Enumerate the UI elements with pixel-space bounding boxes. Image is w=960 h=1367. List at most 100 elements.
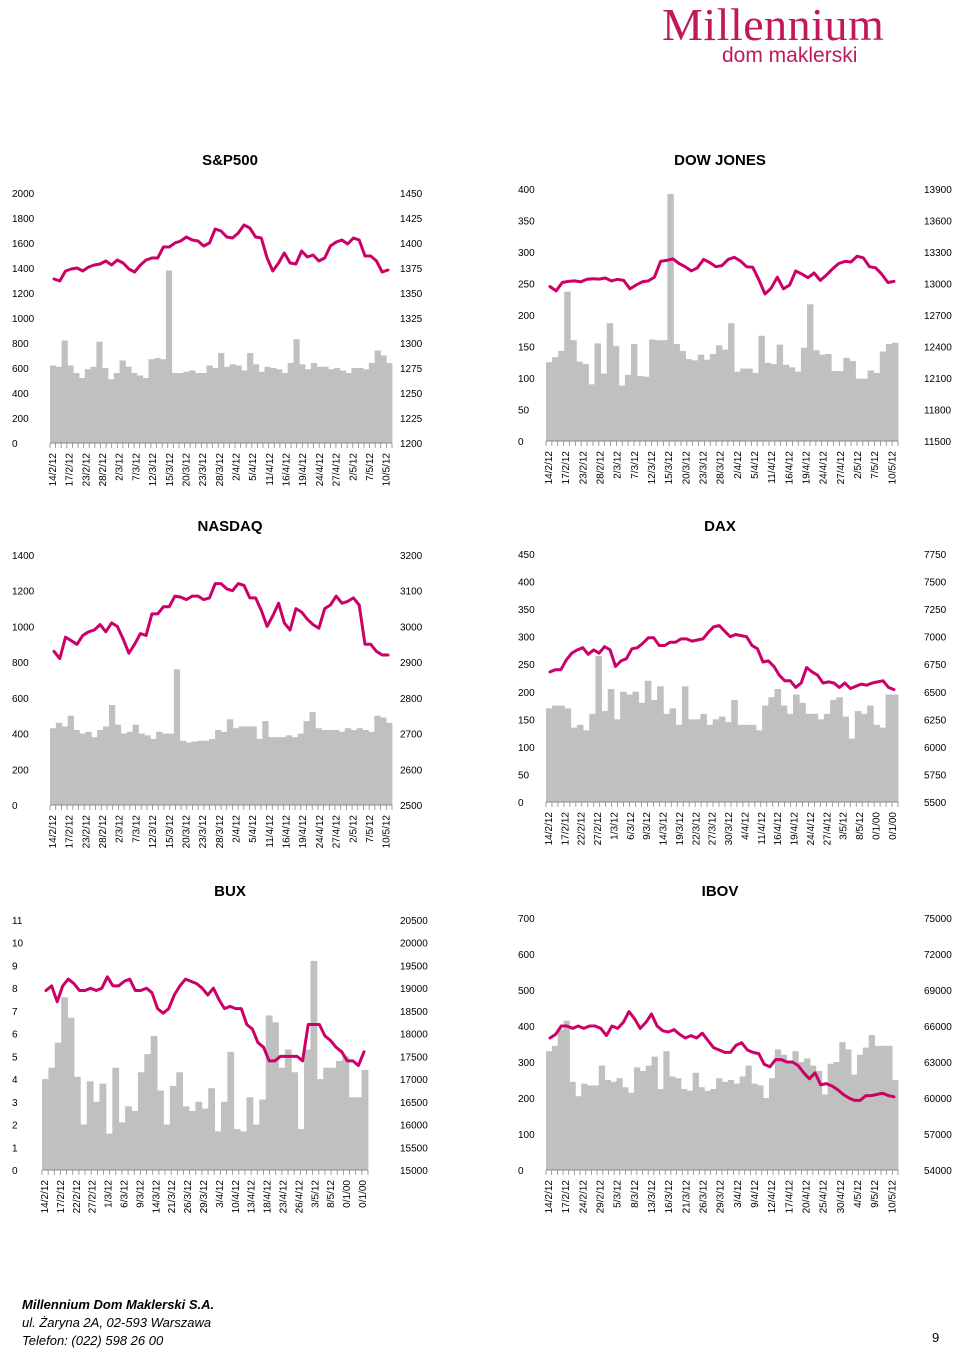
ibov-bar [604, 1080, 611, 1170]
s-p500-line-series [52, 223, 390, 283]
bux-bar [201, 1108, 209, 1170]
s-p500-x-label: 17/2/12 [65, 453, 76, 487]
bux-right-tick: 16500 [400, 1098, 428, 1109]
ibov-line-series [548, 1010, 896, 1102]
ibov-bar [587, 1085, 594, 1170]
ibov-bar [722, 1081, 729, 1170]
dax-bar [688, 719, 695, 802]
dax-x-label: 30/3/12 [724, 812, 735, 846]
ibov-chart-title: IBOV [701, 883, 739, 900]
nasdaq-bar [285, 735, 293, 805]
ibov-bar [546, 1051, 553, 1170]
bux-left-tick: 3 [12, 1098, 18, 1109]
dax-right-tick: 7000 [924, 633, 947, 644]
bux-bar [80, 1124, 88, 1170]
bux-right-tick: 17000 [400, 1075, 428, 1086]
dow-jones-bar [588, 384, 595, 441]
dow-jones-bar [837, 371, 844, 441]
nasdaq-left-tick: 1400 [12, 551, 35, 562]
bux-bar [297, 1129, 305, 1170]
dax-bar [891, 694, 899, 802]
nasdaq-bar [350, 730, 358, 805]
bux-bar [227, 1051, 235, 1170]
dax-bar [570, 727, 578, 802]
ibov-x-label: 12/4/12 [767, 1180, 778, 1214]
s-p500-bar [61, 340, 68, 443]
ibov-bar [581, 1083, 588, 1170]
nasdaq-bar [97, 730, 104, 805]
bux-x-label: 13/4/12 [247, 1180, 258, 1214]
s-p500-bar [183, 371, 190, 443]
bux-bar [189, 1110, 196, 1170]
ibov-left-tick: 600 [518, 950, 535, 961]
bux-bar [361, 1070, 369, 1170]
dax-left-tick: 400 [518, 578, 535, 589]
dax-bar [755, 730, 763, 802]
nasdaq-right-tick: 3000 [400, 622, 423, 633]
dow-jones-bar [582, 364, 589, 441]
nasdaq-bar [67, 715, 74, 805]
bux-x-label: 10/4/12 [231, 1180, 242, 1214]
nasdaq-left-tick: 0 [12, 801, 18, 812]
s-p500-left-tick: 2000 [12, 189, 35, 200]
dow-jones-bar [843, 357, 850, 441]
nasdaq-right-tick: 2600 [400, 765, 423, 776]
s-p500-x-label: 2/5/12 [348, 453, 359, 481]
dow-jones-bar [715, 345, 723, 441]
s-p500-chart-title: S&P500 [202, 152, 258, 169]
dow-jones-bar [758, 335, 765, 441]
dow-jones-bar [873, 372, 881, 441]
dax-bar [786, 713, 794, 802]
s-p500-right-tick: 1225 [400, 414, 423, 425]
bux-bar [86, 1081, 94, 1170]
dow-jones-right-tick: 12700 [924, 311, 952, 322]
ibov-bar [657, 1089, 664, 1170]
dow-jones-bar [782, 364, 790, 441]
bux-bar [348, 1097, 356, 1170]
dax-bar [650, 700, 658, 802]
ibov-x-label: 21/3/12 [681, 1180, 692, 1214]
dax-bar [780, 705, 788, 802]
dax-bar [613, 719, 621, 802]
bux-bar [291, 1072, 299, 1170]
dow-jones-right-tick: 11800 [924, 406, 952, 417]
dax-bar [768, 697, 775, 802]
dax-bar [589, 713, 596, 802]
dow-jones-x-label: 17/2/12 [561, 451, 572, 485]
bux-x-label: 26/4/12 [294, 1180, 305, 1214]
nasdaq-bar [362, 730, 369, 805]
nasdaq-right-tick: 2900 [400, 658, 423, 669]
ibov-right-tick: 69000 [924, 986, 952, 997]
s-p500-right-tick: 1450 [400, 189, 423, 200]
nasdaq-bar [356, 728, 363, 805]
dow-jones-x-label: 2/3/12 [613, 451, 624, 479]
dax-bar [552, 705, 559, 802]
bux-bar [278, 1067, 286, 1170]
s-p500-bar [107, 379, 115, 443]
brand-logo: Millennium dom maklerski [662, 0, 902, 70]
bux-right-tick: 18000 [400, 1030, 428, 1041]
dax-bar [725, 722, 732, 802]
nasdaq-x-label: 27/4/12 [332, 815, 343, 849]
dax-right-tick: 6250 [924, 715, 947, 726]
s-p500-bar [136, 375, 144, 443]
nasdaq-bar [185, 742, 192, 805]
s-p500-bar [293, 339, 300, 443]
dax-chart-title: DAX [704, 518, 736, 535]
nasdaq-bar [226, 719, 234, 805]
dow-jones-bar [594, 343, 602, 441]
dow-jones-bar [618, 385, 626, 441]
bux-bar [150, 1035, 158, 1170]
s-p500-bar [142, 378, 149, 443]
ibov-left-tick: 700 [518, 914, 535, 925]
dow-jones-bar [576, 361, 583, 441]
nasdaq-bar [209, 738, 216, 805]
nasdaq-right-tick: 3200 [400, 551, 423, 562]
dow-jones-x-label: 23/2/12 [578, 451, 589, 485]
dow-jones-bar [661, 340, 668, 441]
dow-jones-bar [891, 342, 899, 441]
dax-x-label: 22/2/12 [577, 812, 588, 846]
nasdaq-bar [374, 715, 381, 805]
dow-jones-bar [546, 362, 553, 441]
dow-jones-x-label: 10/5/12 [887, 451, 898, 485]
